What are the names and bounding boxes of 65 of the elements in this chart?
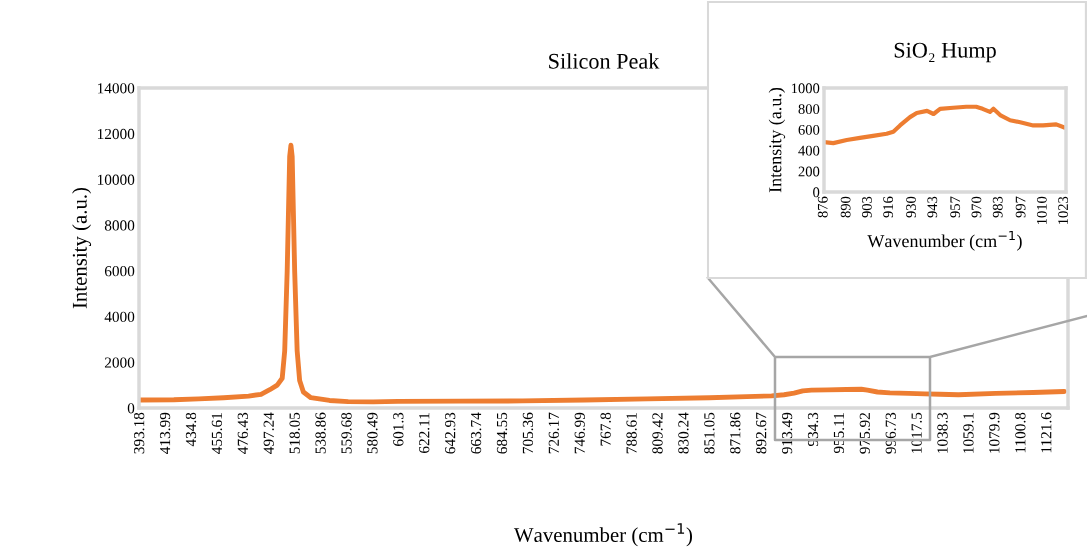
y-tick-label: 10000 (97, 174, 135, 185)
x-tick-label: 1121.6 (1041, 412, 1052, 453)
x-tick-label: 413.99 (159, 412, 171, 454)
x-tick-label: 455.61 (211, 413, 223, 454)
x-tick-label: 705.36 (522, 412, 534, 454)
y-tick-label: 200 (798, 166, 820, 177)
y-axis-title: Intensity (a.u.) (768, 87, 786, 193)
x-tick-label: 538.86 (315, 412, 326, 454)
x-tick-label: 393.18 (133, 412, 145, 454)
x-tick-label: 1023 (1058, 196, 1069, 225)
x-tick-label: 746.99 (574, 412, 585, 454)
x-tick-label: 809.42 (652, 413, 663, 454)
y-tick-label: 800 (798, 104, 820, 114)
x-tick-label: 580.49 (367, 412, 378, 454)
x-tick-label: 913.49 (781, 412, 793, 454)
x-tick-label: 916 (883, 196, 894, 218)
x-tick-label: 1100.8 (1015, 412, 1026, 453)
x-tick-label: 871.86 (730, 412, 741, 454)
y-tick-label: 0 (127, 403, 135, 414)
x-tick-label: 684.55 (496, 412, 508, 454)
y-tick-label: 8000 (104, 220, 135, 231)
x-tick-label: 851.05 (704, 412, 715, 454)
x-tick-label: 559.68 (341, 412, 352, 454)
chart-title: Silicon Peak (549, 53, 660, 69)
x-tick-label: 434.8 (185, 412, 197, 447)
x-tick-label: 997 (1015, 196, 1026, 218)
x-tick-label: 663.74 (470, 412, 482, 454)
x-tick-label: 726.17 (548, 412, 560, 454)
x-tick-label: 622.11 (419, 413, 430, 453)
x-tick-label: 601.3 (393, 412, 404, 446)
y-tick-label: 6000 (104, 266, 135, 277)
x-tick-label: 903 (861, 196, 872, 218)
x-tick-label: 957 (950, 196, 961, 218)
x-tick-label: 975.92 (859, 413, 871, 454)
y-tick-label: 14000 (97, 83, 135, 94)
y-tick-label: 600 (798, 124, 820, 135)
x-tick-label: 518.05 (289, 412, 300, 454)
x-tick-label: 497.24 (263, 412, 274, 454)
x-tick-label: 1010 (1036, 196, 1047, 225)
x-tick-label: 476.43 (237, 412, 249, 454)
x-tick-label: 830.24 (678, 412, 689, 454)
x-tick-label: 930 (906, 196, 916, 218)
y-tick-label: 400 (798, 145, 820, 156)
x-tick-label: 1059.1 (963, 413, 974, 453)
x-tick-label: 788.61 (626, 413, 637, 454)
x-axis-title: Wavenumber (cm$^{−1}$) (867, 230, 1022, 251)
line-series (824, 104, 1066, 146)
x-tick-label: 892.67 (756, 412, 767, 454)
y-tick-label: 4000 (104, 311, 135, 323)
y-tick-label: 1000 (791, 83, 820, 94)
x-tick-label: 642.93 (445, 412, 456, 454)
y-tick-label: 12000 (97, 128, 135, 140)
x-tick-label: 1079.9 (989, 412, 1000, 453)
x-tick-label: 943 (927, 196, 938, 218)
x-tick-label: 1038.3 (937, 412, 948, 453)
y-axis-title: Intensity (a.u.) (72, 187, 92, 309)
x-axis-title: Wavenumber (cm$^{−1}$) (513, 523, 693, 547)
y-tick-label: 0 (813, 187, 820, 198)
chart-title: SiO₂ Hump (894, 42, 996, 63)
x-tick-label: 970 (971, 196, 982, 218)
x-tick-label: 767.8 (600, 412, 611, 446)
y-tick-label: 2000 (104, 357, 135, 368)
x-tick-label: 983 (992, 196, 1003, 218)
x-tick-label: 876 (817, 196, 828, 218)
x-tick-label: 890 (840, 196, 851, 218)
